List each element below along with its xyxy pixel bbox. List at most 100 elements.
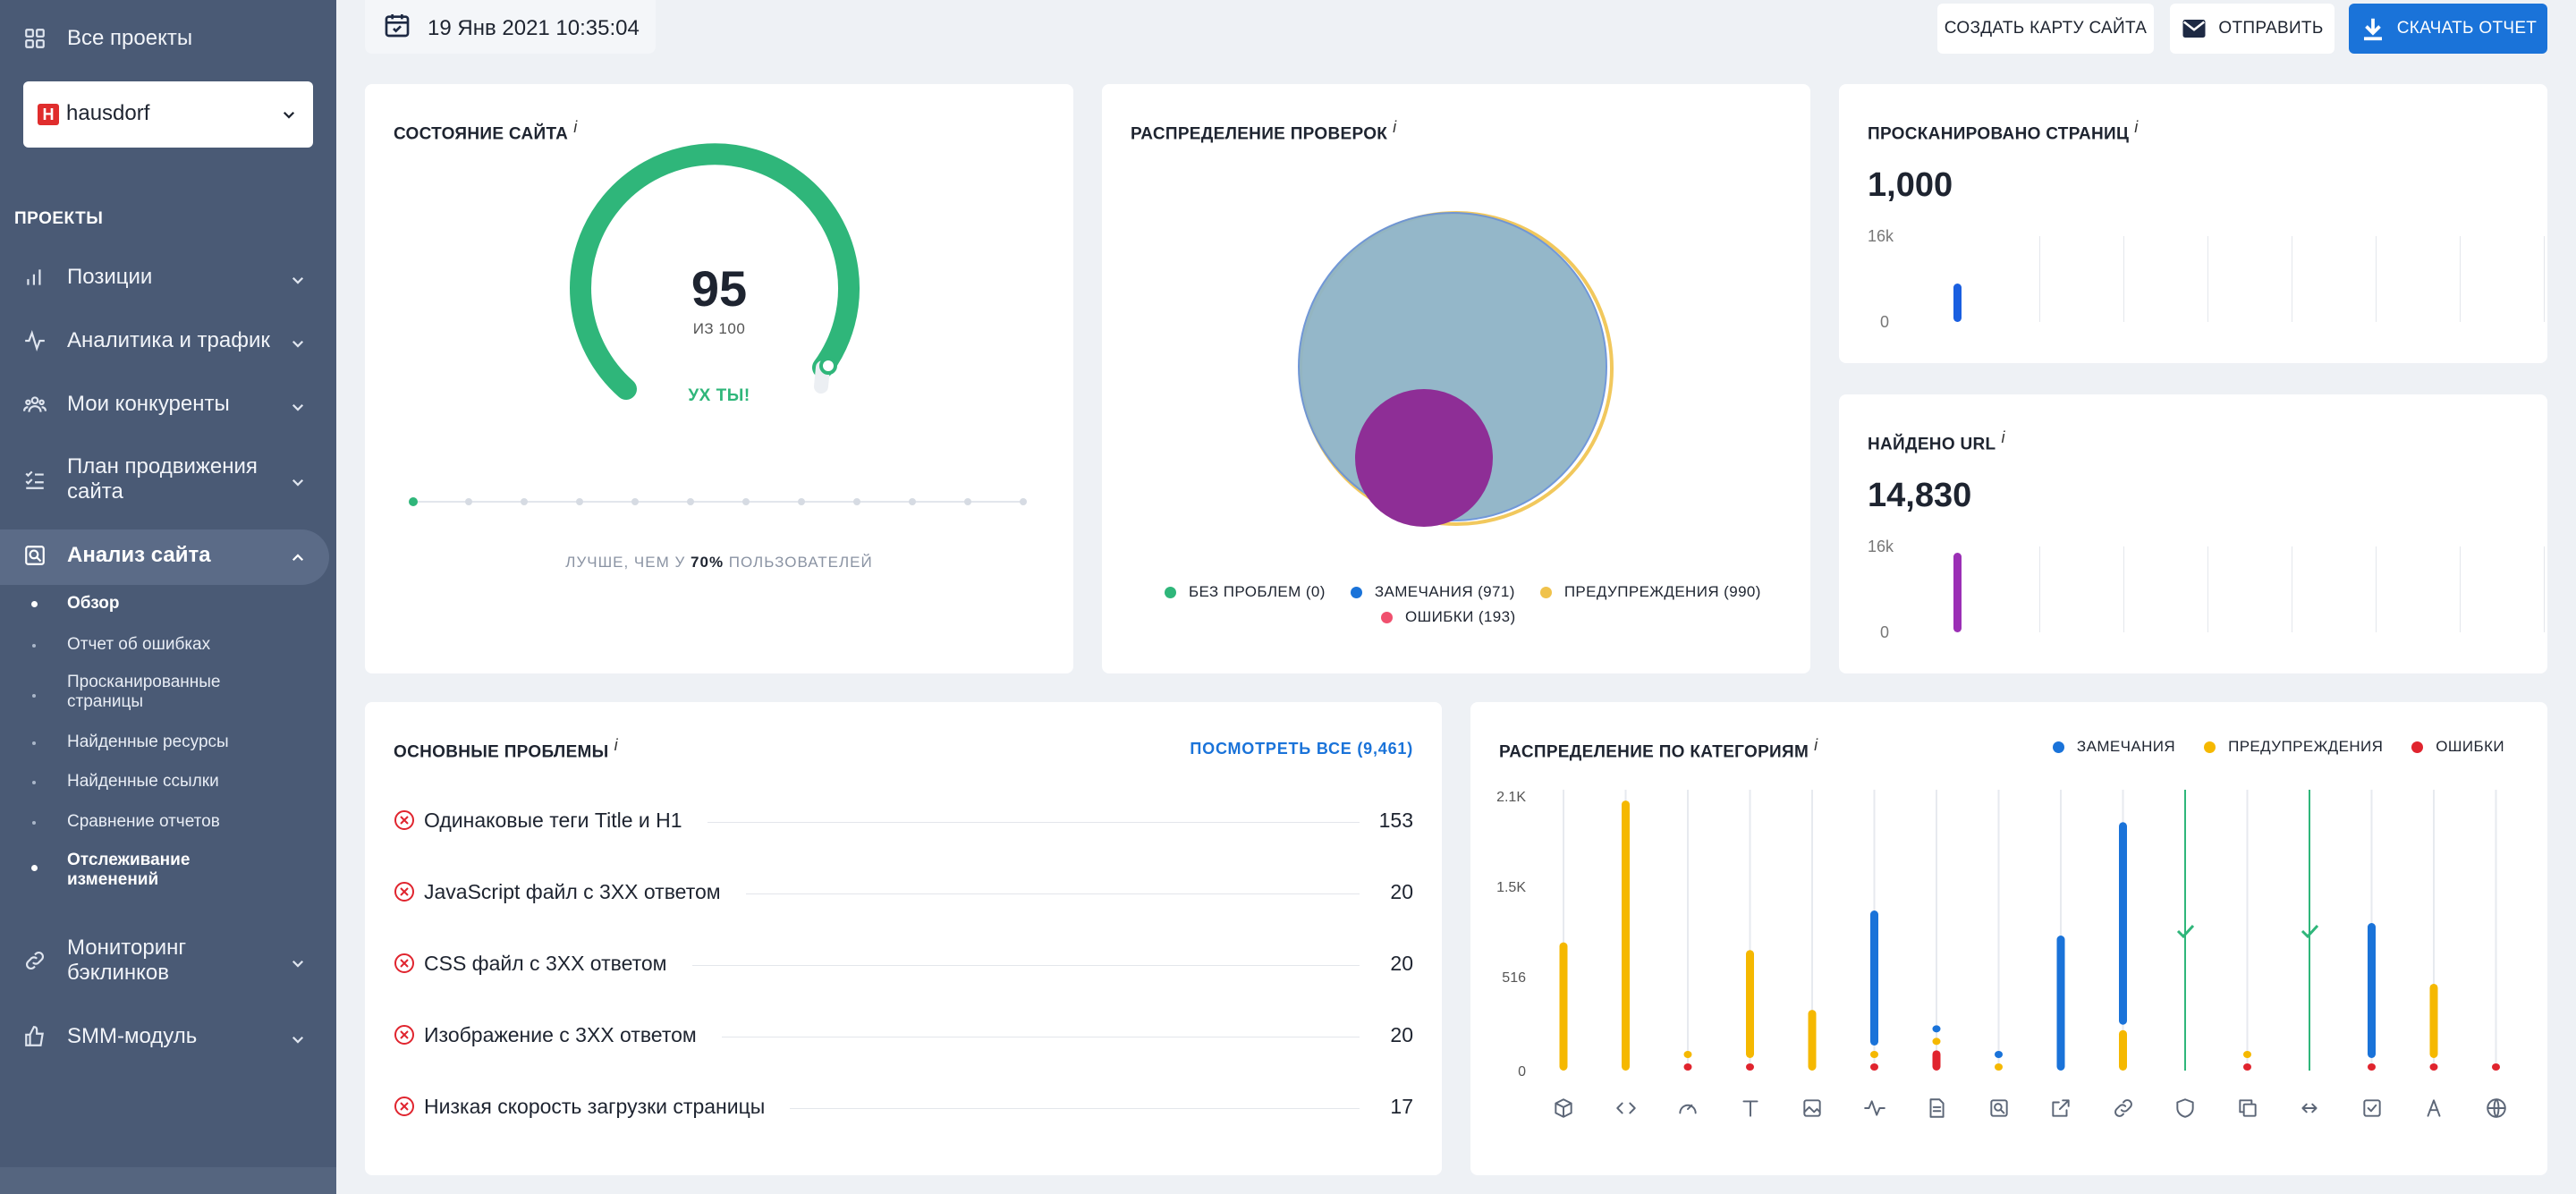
checks-title: РАСПРЕДЕЛЕНИЕ ПРОВЕРОК i	[1131, 118, 1396, 144]
sidebar-footer	[0, 1167, 336, 1194]
image-icon[interactable]	[1801, 1097, 1824, 1120]
link-icon[interactable]	[2112, 1097, 2135, 1120]
file-icon[interactable]	[1925, 1097, 1948, 1120]
legend-errors[interactable]: ОШИБКИ	[2411, 738, 2504, 756]
text-icon[interactable]	[1739, 1097, 1762, 1120]
bar-errors	[2492, 1063, 2500, 1071]
download-report-button[interactable]: СКАЧАТЬ ОТЧЕТ	[2349, 4, 2547, 54]
scale-dot	[687, 498, 694, 505]
cube-icon[interactable]	[1552, 1097, 1575, 1120]
sidebar-item-backlinks[interactable]: Мониторинг бэклинков	[0, 936, 336, 986]
bar-warnings	[2119, 1029, 2127, 1071]
scale-dot	[521, 498, 528, 505]
health-score-of: ИЗ 100	[692, 320, 746, 337]
checkbox-icon[interactable]	[2360, 1097, 2384, 1120]
activity-icon[interactable]	[1863, 1097, 1886, 1120]
subitem-error-report[interactable]: Отчет об ошибках	[67, 635, 211, 654]
sidebar-item-analytics[interactable]: Аналитика и трафик	[0, 327, 336, 354]
date-picker[interactable]: 19 Янв 2021 10:35:04	[365, 0, 656, 54]
scale-dot	[798, 498, 805, 505]
bullet-icon	[32, 741, 36, 745]
categories-legend: ЗАМЕЧАНИЯ ПРЕДУПРЕЖДЕНИЯ ОШИБКИ	[2052, 738, 2504, 756]
info-icon[interactable]: i	[2001, 428, 2005, 446]
send-label: ОТПРАВИТЬ	[2218, 19, 2324, 38]
sidebar: Все проекты H hausdorf ПРОЕКТЫ Позиции А…	[0, 0, 336, 1194]
sidebar-item-site-audit[interactable]: Анализ сайта	[0, 542, 336, 569]
issue-row[interactable]: Изображение с 3XX ответом 20	[394, 1017, 1413, 1053]
users-icon	[23, 393, 47, 416]
globe-icon[interactable]	[2485, 1097, 2508, 1120]
search-page-icon[interactable]	[1987, 1097, 2011, 1120]
bar-notices	[1995, 1051, 2003, 1058]
info-icon[interactable]: i	[1814, 736, 1818, 754]
subitem-found-resources[interactable]: Найденные ресурсы	[67, 732, 229, 751]
info-icon[interactable]: i	[2134, 118, 2139, 136]
subitem-scanned-pages[interactable]: Просканированные страницы	[67, 673, 221, 711]
issue-text: CSS файл с 3XX ответом	[424, 952, 692, 976]
link-icon	[23, 949, 47, 972]
font-icon[interactable]	[2422, 1097, 2445, 1120]
send-button[interactable]: ОТПРАВИТЬ	[2170, 4, 2334, 54]
sidebar-item-label: Мониторинг бэклинков	[67, 936, 187, 985]
subitem-change-tracking[interactable]: Отслеживание изменений	[67, 851, 191, 889]
issue-row[interactable]: JavaScript файл с 3XX ответом 20	[394, 874, 1413, 910]
legend-errors[interactable]: ОШИБКИ (193)	[1381, 608, 1516, 626]
bar-warnings	[1622, 800, 1630, 1071]
bar-warnings	[1995, 1063, 2003, 1071]
legend-notices[interactable]: ЗАМЕЧАНИЯ (971)	[1350, 583, 1515, 601]
pages-y-min: 0	[1880, 313, 1890, 331]
legend-warnings[interactable]: ПРЕДУПРЕЖДЕНИЯ	[2204, 738, 2383, 756]
issue-divider	[429, 822, 1360, 823]
urls-title: НАЙДЕНО URL i	[1868, 428, 2005, 454]
issue-row[interactable]: Одинаковые теги Title и H1 153	[394, 802, 1413, 838]
issue-divider	[429, 893, 1360, 894]
all-projects-link[interactable]: Все проекты	[0, 25, 336, 52]
create-sitemap-button[interactable]: СОЗДАТЬ КАРТУ САЙТА	[1937, 4, 2154, 54]
gauge-knob	[819, 357, 837, 375]
issue-row[interactable]: Низкая скорость загрузки страницы 17	[394, 1088, 1413, 1124]
bullet-icon	[31, 865, 38, 871]
subitem-compare-reports[interactable]: Сравнение отчетов	[67, 812, 220, 831]
bar-errors	[1870, 1063, 1878, 1071]
info-icon[interactable]: i	[573, 118, 578, 136]
sidebar-item-positions[interactable]: Позиции	[0, 264, 336, 291]
issue-text: Одинаковые теги Title и H1	[424, 809, 708, 833]
grid-line	[2123, 546, 2124, 632]
sidebar-item-promotion-plan[interactable]: План продвижения сайта	[0, 454, 336, 504]
speedometer-icon[interactable]	[1676, 1097, 1699, 1120]
bar-warnings	[1870, 1051, 1878, 1058]
legend-no-issues[interactable]: БЕЗ ПРОБЛЕМ (0)	[1165, 583, 1326, 601]
sidebar-item-competitors[interactable]: Мои конкуренты	[0, 391, 336, 418]
chevron-down-icon	[281, 106, 297, 123]
external-link-icon[interactable]	[2049, 1097, 2072, 1120]
issue-count: 20	[1390, 952, 1413, 975]
subitem-found-links[interactable]: Найденные ссылки	[67, 772, 219, 791]
legend-warnings[interactable]: ПРЕДУПРЕЖДЕНИЯ (990)	[1539, 583, 1761, 601]
category-distribution-card: РАСПРЕДЕЛЕНИЕ ПО КАТЕГОРИЯМ i ЗАМЕЧАНИЯ П…	[1470, 702, 2547, 1175]
percentile-text: ЛУЧШЕ, ЧЕМ У 70% ПОЛЬЗОВАТЕЛЕЙ	[365, 554, 1073, 572]
health-verdict: УХ ТЫ!	[688, 386, 750, 405]
checks-title-text: РАСПРЕДЕЛЕНИЕ ПРОВЕРОК	[1131, 124, 1388, 144]
view-all-link[interactable]: ПОСМОТРЕТЬ ВСЕ (9,461)	[1190, 740, 1413, 758]
legend-notices[interactable]: ЗАМЕЧАНИЯ	[2052, 738, 2175, 756]
scale-dot	[964, 498, 971, 505]
grid-line	[2039, 236, 2040, 322]
health-gauge	[409, 143, 1027, 506]
info-icon[interactable]: i	[1393, 118, 1397, 136]
chevron-down-icon	[290, 1029, 306, 1045]
project-select[interactable]: H hausdorf	[23, 81, 313, 148]
issue-count: 20	[1390, 1023, 1413, 1046]
urls-title-text: НАЙДЕНО URL	[1868, 435, 1996, 454]
issue-row[interactable]: CSS файл с 3XX ответом 20	[394, 945, 1413, 981]
code-icon[interactable]	[1614, 1097, 1638, 1120]
subitem-overview[interactable]: Обзор	[67, 594, 120, 613]
report-date: 19 Янв 2021 10:35:04	[428, 16, 640, 40]
info-icon[interactable]: i	[614, 736, 618, 754]
sidebar-item-label: SMM-модуль	[67, 1024, 198, 1048]
redirect-icon[interactable]	[2298, 1097, 2321, 1120]
copy-icon[interactable]	[2236, 1097, 2259, 1120]
shield-icon[interactable]	[2174, 1097, 2197, 1120]
sidebar-item-smm[interactable]: SMM-модуль	[0, 1023, 336, 1050]
bullet-icon	[32, 694, 36, 698]
grid-line	[2376, 236, 2377, 322]
